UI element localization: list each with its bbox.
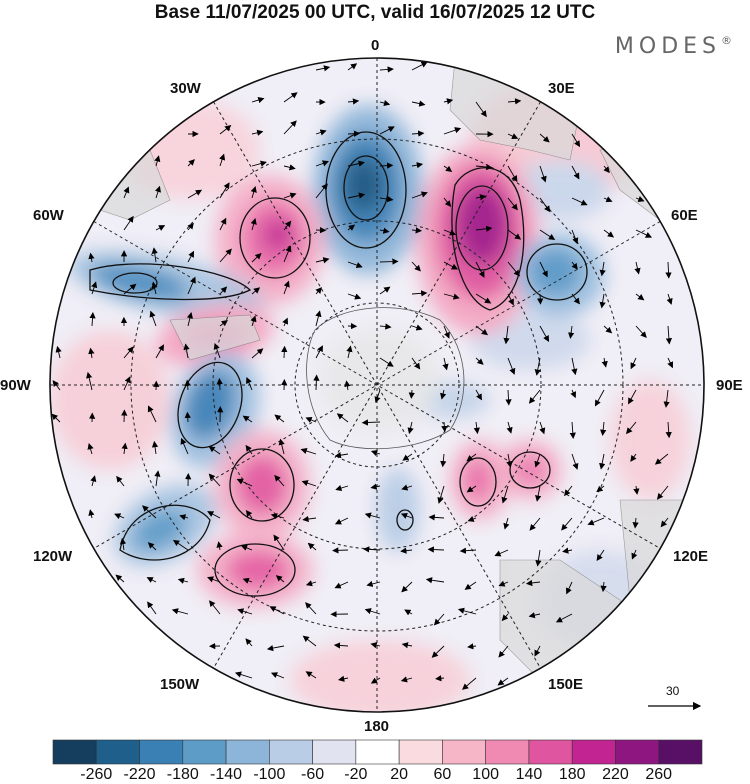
- wind-arrow: [219, 379, 220, 390]
- lon-label-150e: 150E: [548, 676, 583, 693]
- colorbar-tick-label: 260: [645, 766, 672, 784]
- lon-label-180: 180: [364, 718, 389, 735]
- wind-arrow: [333, 550, 348, 551]
- wind-arrow: [540, 294, 541, 304]
- lon-label-90w: 90W: [0, 377, 31, 394]
- colorbar-tick-label: 220: [602, 766, 629, 784]
- lon-label-60w: 60W: [33, 207, 64, 224]
- colorbar-tick-label: 140: [516, 766, 543, 784]
- colorbar-tick-label: -180: [167, 766, 199, 784]
- colorbar-tick-label: -100: [253, 766, 285, 784]
- colorbar-tick-label: 100: [472, 766, 499, 784]
- lon-label-150w: 150W: [160, 676, 199, 693]
- wind-arrow: [316, 375, 317, 390]
- lon-label-60e: 60E: [671, 207, 698, 224]
- lon-label-30w: 30W: [170, 80, 201, 97]
- wind-arrow: [187, 413, 188, 422]
- colorbar-tick-label: 180: [559, 766, 586, 784]
- colorbar-tick-label: -140: [210, 766, 242, 784]
- colorbar-tick-label: -20: [344, 766, 367, 784]
- lon-label-120w: 120W: [33, 548, 72, 565]
- reference-vector-label: 30: [666, 684, 679, 698]
- wind-arrow: [380, 261, 398, 262]
- lon-label-90e: 90E: [716, 377, 743, 394]
- lon-label-120e: 120E: [673, 548, 708, 565]
- lon-label-0: 0: [371, 37, 379, 54]
- colorbar-tick-label: -220: [124, 766, 156, 784]
- lon-label-30e: 30E: [548, 80, 575, 97]
- colorbar-tick-label: -260: [80, 766, 112, 784]
- colorbar-tick-label: -60: [301, 766, 324, 784]
- colorbar-tick-label: 60: [433, 766, 451, 784]
- colorbar-tick-label: 20: [390, 766, 408, 784]
- wind-arrow: [284, 347, 285, 358]
- wind-arrow: [348, 133, 359, 134]
